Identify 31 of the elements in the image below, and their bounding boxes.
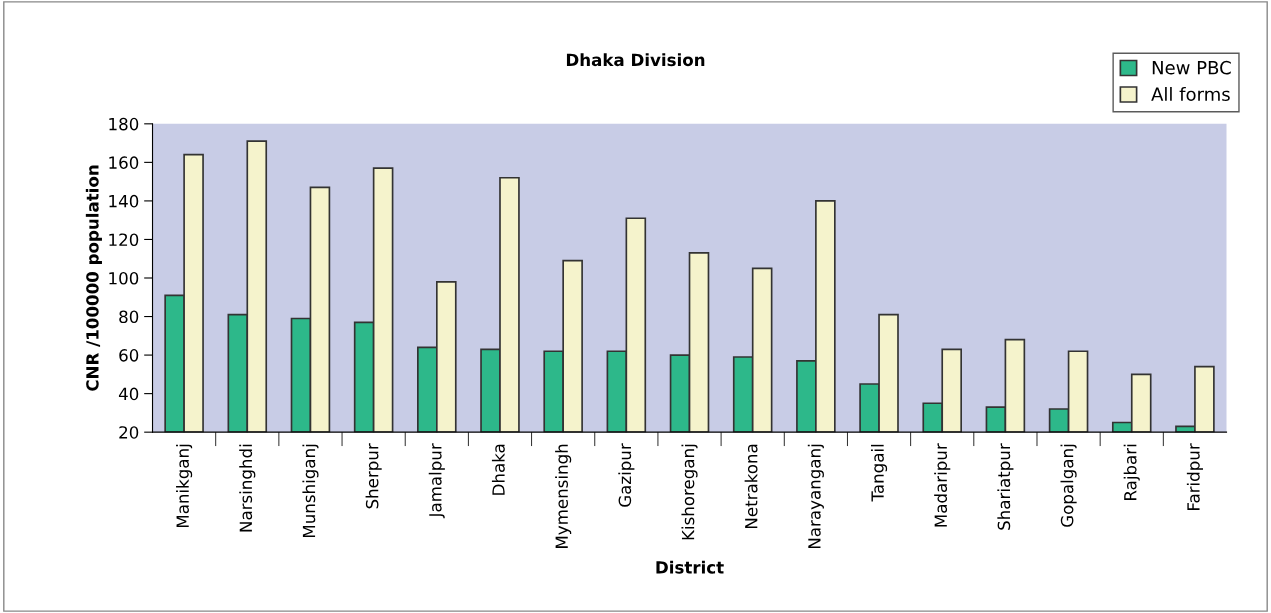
- x-tick-label: Faridpur: [1186, 443, 1203, 510]
- x-tick-label: Narsinghdi: [239, 444, 256, 532]
- legend-label: All forms: [1151, 87, 1230, 101]
- y-tick-label: 160: [109, 156, 139, 169]
- x-tick-label: Shariatpur: [997, 443, 1014, 530]
- y-tick-label: 40: [118, 387, 139, 401]
- x-tick-label: Tangail: [870, 444, 888, 502]
- x-tick-label: Mymensingh: [555, 444, 572, 548]
- x-tick-label: Manikganj: [176, 444, 193, 528]
- x-tick-label: Dhaka: [491, 444, 505, 495]
- y-tick-label: 80: [119, 310, 139, 324]
- x-tick-label: Gopalganj: [1060, 444, 1077, 527]
- y-axis-title: CNR /100000 population: [85, 165, 102, 391]
- y-tick-label: 20: [119, 426, 139, 439]
- x-tick-label: Kishoreganj: [681, 444, 698, 540]
- x-tick-label: Narayanganj: [807, 444, 824, 549]
- x-tick-label: Jamalpur: [428, 443, 445, 519]
- y-tick-label: 180: [109, 117, 139, 131]
- chart-title: Dhaka Division: [566, 53, 705, 67]
- x-tick-label: Madaripur: [934, 443, 951, 527]
- y-tick-label: 140: [109, 194, 139, 208]
- y-tick-label: 120: [109, 233, 139, 247]
- x-axis-title: District: [656, 560, 724, 574]
- x-tick-label: Munshiganj: [302, 444, 319, 538]
- x-tick-label: Netrakona: [744, 444, 758, 528]
- y-tick-label: 100: [109, 271, 139, 285]
- y-tick-label: 60: [119, 349, 139, 362]
- x-tick-label: Sherpur: [365, 443, 382, 509]
- x-tick-label: Rajbari: [1123, 444, 1140, 500]
- x-tick-label: Gazipur: [618, 443, 635, 507]
- legend-label: New PBC: [1152, 60, 1231, 75]
